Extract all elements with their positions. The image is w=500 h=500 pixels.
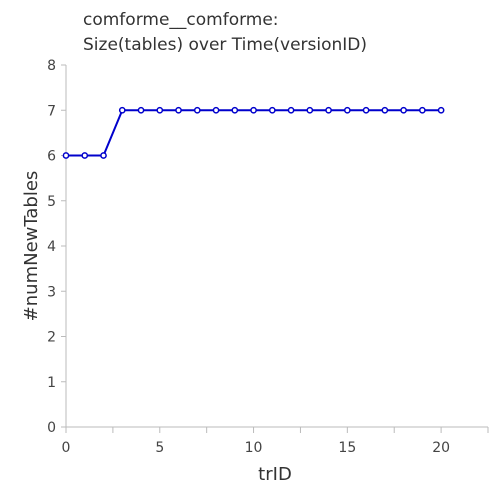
data-point [400, 106, 407, 114]
data-point [212, 106, 220, 114]
x-axis-ticks: 0 5 10 15 20 [62, 427, 489, 456]
y-tick-label: 6 [47, 149, 56, 165]
data-point [175, 106, 182, 114]
x-tick-label: 15 [338, 440, 356, 456]
data-point [193, 106, 201, 114]
y-tick-label: 5 [47, 194, 56, 210]
axes [65, 65, 488, 428]
data-point [437, 106, 445, 114]
chart-title-line-1: comforme__comforme: [83, 10, 279, 30]
y-tick-label: 8 [47, 58, 56, 74]
y-axis-label: #numNewTables [21, 171, 42, 322]
x-axis-label: trID [258, 464, 292, 485]
data-point [231, 106, 239, 114]
plot-area [62, 106, 445, 159]
y-tick-label: 0 [47, 420, 56, 436]
y-axis-ticks: 0 1 2 3 4 5 6 7 8 [47, 58, 66, 436]
data-point [137, 106, 145, 114]
series-line [66, 109, 442, 157]
y-tick-label: 2 [47, 330, 56, 346]
y-tick-label: 1 [47, 375, 56, 391]
data-point [81, 152, 89, 159]
y-tick-label: 4 [47, 239, 56, 255]
data-point [306, 106, 314, 114]
data-point [325, 106, 332, 114]
x-tick-label: 20 [432, 440, 450, 456]
y-tick-label: 3 [47, 284, 56, 300]
data-point [343, 106, 351, 114]
chart-title-line-2: Size(tables) over Time(versionID) [83, 35, 367, 55]
data-point [362, 106, 370, 114]
x-tick-label: 10 [245, 440, 263, 456]
data-point [62, 152, 70, 159]
data-point [100, 152, 107, 159]
data-point [156, 106, 164, 114]
data-point [419, 106, 426, 114]
data-point [118, 106, 126, 114]
data-point [287, 106, 295, 114]
x-tick-label: 5 [155, 440, 164, 456]
data-point [268, 106, 276, 114]
data-point [381, 106, 389, 114]
x-tick-label: 0 [62, 440, 71, 456]
y-tick-label: 7 [47, 103, 56, 119]
data-point [250, 106, 257, 114]
